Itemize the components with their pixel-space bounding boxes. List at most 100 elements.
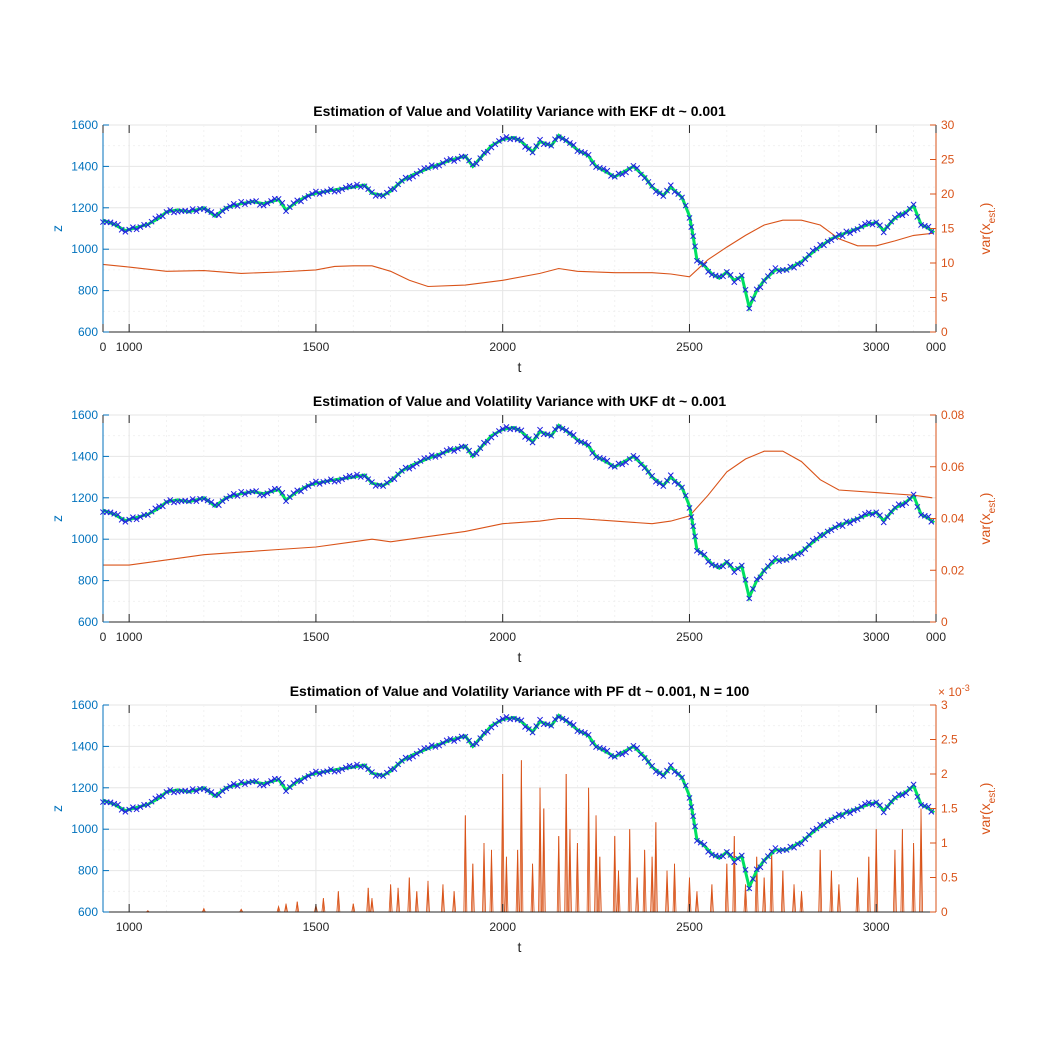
observation-marker <box>238 778 245 785</box>
y-left-tick-label: 1000 <box>71 822 98 836</box>
observation-marker <box>402 464 409 471</box>
observation-marker <box>413 750 420 757</box>
observation-marker <box>189 786 196 792</box>
observation-marker <box>555 424 562 431</box>
observation-marker <box>305 773 312 779</box>
observation-marker <box>503 133 510 140</box>
observation-marker <box>185 208 192 215</box>
observation-marker <box>697 549 704 556</box>
observation-marker <box>787 843 794 850</box>
observation-marker <box>499 715 506 722</box>
variance-series <box>103 760 936 913</box>
observation-marker <box>656 770 663 777</box>
observation-marker <box>552 426 558 433</box>
observation-marker <box>152 215 159 222</box>
observation-marker <box>664 767 671 774</box>
observation-marker <box>327 186 334 193</box>
observation-marker <box>914 213 921 220</box>
observation-marker <box>828 817 835 824</box>
observation-marker <box>705 268 712 275</box>
observation-marker <box>350 183 357 190</box>
y-right-label-main: var(x <box>977 223 993 254</box>
observation-marker <box>133 226 140 233</box>
observation-marker <box>238 488 245 495</box>
observation-marker <box>854 806 861 813</box>
observation-marker <box>391 766 398 772</box>
x-axis-label: t <box>518 359 522 375</box>
observation-marker <box>899 212 906 219</box>
observation-marker <box>705 558 712 565</box>
x-tick-label: 2500 <box>676 630 703 644</box>
observation-marker <box>630 742 637 749</box>
observation-marker <box>126 516 133 523</box>
observation-marker <box>428 742 435 749</box>
observation-marker <box>688 804 695 811</box>
y-right-label-close: ) <box>977 783 993 788</box>
observation-marker <box>688 514 695 521</box>
observation-marker <box>914 503 921 510</box>
x-tick-label: 000 <box>926 340 946 354</box>
observation-marker <box>832 524 839 531</box>
observation-marker <box>600 165 607 172</box>
observation-marker <box>122 518 129 525</box>
observation-marker <box>443 737 450 744</box>
observation-marker <box>544 431 551 438</box>
observation-marker <box>301 195 308 202</box>
observation-marker <box>451 738 458 744</box>
observation-marker <box>447 445 454 452</box>
observation-marker <box>877 802 883 809</box>
observation-marker <box>776 268 783 275</box>
observation-marker <box>324 478 331 485</box>
observation-marker <box>537 426 543 433</box>
observation-marker <box>122 228 129 235</box>
observation-marker <box>167 787 174 793</box>
observation-marker <box>884 224 891 231</box>
observation-marker <box>630 162 637 169</box>
observation-marker <box>832 814 839 821</box>
observation-marker <box>847 810 854 817</box>
observation-marker <box>406 465 413 472</box>
observation-marker <box>843 808 850 815</box>
observation-marker <box>566 140 573 146</box>
observation-marker <box>241 201 248 208</box>
observation-marker <box>522 433 529 440</box>
observation-marker <box>862 800 868 807</box>
observation-marker <box>692 533 699 540</box>
y-right-axis-label: var(xest.) <box>977 203 998 255</box>
observation-marker <box>686 214 693 221</box>
observation-marker <box>219 208 226 215</box>
observation-marker <box>137 804 144 811</box>
observation-marker <box>671 188 678 195</box>
observation-marker <box>335 188 342 194</box>
observation-marker <box>518 137 525 144</box>
observation-marker <box>305 193 312 199</box>
observation-marker <box>682 782 689 789</box>
observation-marker <box>581 149 588 156</box>
y-right-tick-label: 10 <box>941 256 955 270</box>
observation-marker <box>667 762 674 769</box>
observation-marker <box>503 713 510 720</box>
y-left-tick-label: 1600 <box>71 698 98 712</box>
observation-marker <box>496 427 502 434</box>
x-tick-label: 1500 <box>303 920 330 934</box>
variance-series <box>102 219 933 288</box>
observation-marker <box>634 455 641 461</box>
observation-marker <box>854 226 861 233</box>
observation-marker <box>693 547 700 554</box>
observation-marker <box>118 516 125 523</box>
y-right-tick-label: 3 <box>941 698 948 712</box>
observation-marker <box>652 188 659 195</box>
chart-title: Estimation of Value and Volatility Varia… <box>313 393 726 409</box>
observation-marker <box>230 490 237 497</box>
observation-marker <box>469 741 476 748</box>
observation-marker <box>208 499 215 506</box>
y-right-axis-label: var(xest.) <box>977 783 998 835</box>
observation-marker <box>928 808 935 815</box>
observation-marker <box>664 187 671 194</box>
observation-marker <box>425 454 431 461</box>
observation-marker <box>671 768 678 775</box>
observation-marker <box>548 432 555 439</box>
observation-marker <box>552 136 558 143</box>
observation-marker <box>518 717 525 724</box>
observation-marker <box>451 448 458 454</box>
